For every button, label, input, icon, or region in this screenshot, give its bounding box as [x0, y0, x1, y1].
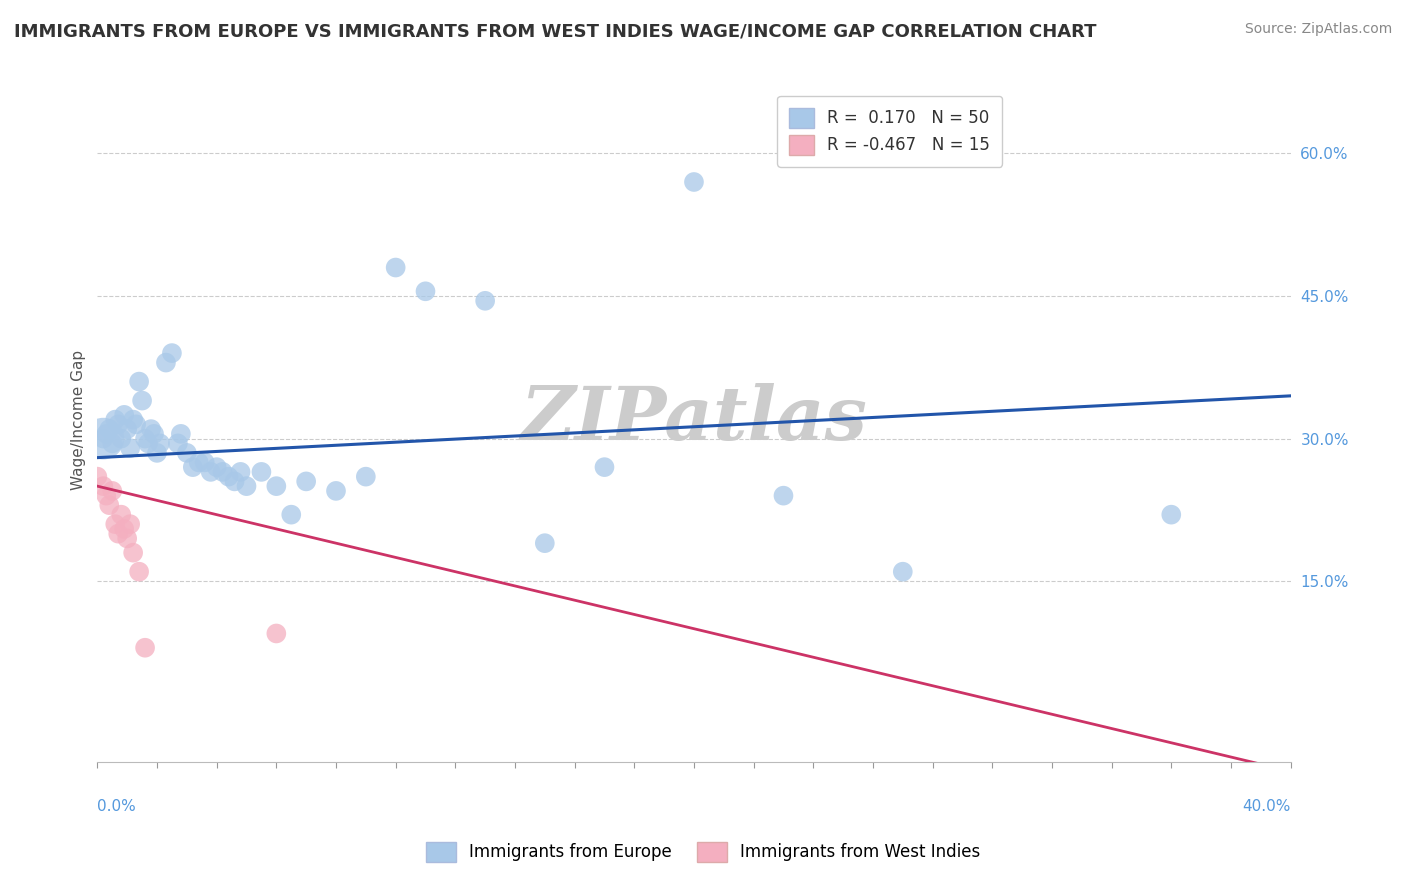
Point — [120, 517, 142, 532]
Text: IMMIGRANTS FROM EUROPE VS IMMIGRANTS FROM WEST INDIES WAGE/INCOME GAP CORRELATIO: IMMIGRANTS FROM EUROPE VS IMMIGRANTS FRO… — [14, 22, 1097, 40]
Point — [325, 483, 347, 498]
Point — [122, 546, 145, 560]
Point — [128, 565, 150, 579]
Point — [107, 526, 129, 541]
Text: Source: ZipAtlas.com: Source: ZipAtlas.com — [1244, 22, 1392, 37]
Point — [110, 432, 132, 446]
Point — [167, 436, 190, 450]
Point — [280, 508, 302, 522]
Point — [229, 465, 252, 479]
Point — [134, 640, 156, 655]
Point — [112, 408, 135, 422]
Point — [176, 446, 198, 460]
Point — [98, 498, 121, 512]
Point — [772, 489, 794, 503]
Point — [101, 483, 124, 498]
Point — [146, 446, 169, 460]
Point — [181, 460, 204, 475]
Point — [136, 436, 159, 450]
Point — [96, 489, 118, 503]
Point — [107, 417, 129, 432]
Point — [91, 432, 114, 446]
Y-axis label: Wage/Income Gap: Wage/Income Gap — [72, 350, 86, 490]
Point — [593, 460, 616, 475]
Point — [98, 422, 121, 436]
Point — [266, 626, 288, 640]
Point — [91, 479, 114, 493]
Point — [200, 465, 222, 479]
Point — [96, 426, 118, 441]
Point — [250, 465, 273, 479]
Point — [384, 260, 406, 275]
Point — [134, 432, 156, 446]
Point — [104, 517, 127, 532]
Point — [120, 441, 142, 455]
Point — [143, 426, 166, 441]
Point — [86, 469, 108, 483]
Point — [533, 536, 555, 550]
Point — [295, 475, 318, 489]
Point — [415, 285, 437, 299]
Point — [155, 355, 177, 369]
Point — [112, 522, 135, 536]
Point — [125, 417, 148, 432]
Point — [122, 412, 145, 426]
Point — [354, 469, 377, 483]
Point — [891, 565, 914, 579]
Point — [139, 422, 162, 436]
Point — [115, 532, 138, 546]
Text: 0.0%: 0.0% — [97, 799, 136, 814]
Point — [131, 393, 153, 408]
Legend: R =  0.170   N = 50, R = -0.467   N = 15: R = 0.170 N = 50, R = -0.467 N = 15 — [778, 96, 1002, 167]
Point — [149, 436, 172, 450]
Legend: Immigrants from Europe, Immigrants from West Indies: Immigrants from Europe, Immigrants from … — [418, 833, 988, 871]
Point — [128, 375, 150, 389]
Point — [104, 412, 127, 426]
Point — [194, 455, 217, 469]
Point — [266, 479, 288, 493]
Point — [683, 175, 706, 189]
Point — [235, 479, 257, 493]
Point — [160, 346, 183, 360]
Point — [224, 475, 246, 489]
Point — [1160, 508, 1182, 522]
Point — [205, 460, 228, 475]
Text: 40.0%: 40.0% — [1243, 799, 1291, 814]
Point — [211, 465, 233, 479]
Point — [187, 455, 209, 469]
Point — [101, 436, 124, 450]
Text: ZIPatlas: ZIPatlas — [520, 384, 868, 456]
Point — [218, 469, 240, 483]
Point — [110, 508, 132, 522]
Point — [474, 293, 496, 308]
Point — [170, 426, 193, 441]
Point — [115, 422, 138, 436]
Point — [91, 432, 114, 446]
